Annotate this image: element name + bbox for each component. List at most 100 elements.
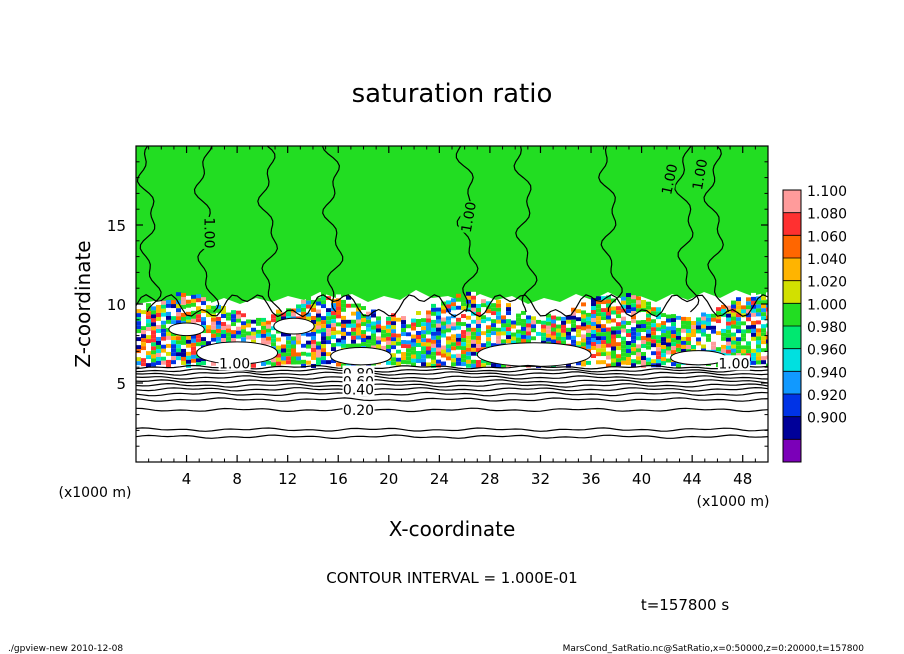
cloud-cell [146,355,151,360]
cloud-cell [706,341,711,346]
cloud-cell [631,295,636,300]
cloud-cell [756,344,761,349]
cloud-cell [351,307,356,312]
cloud-cell [391,349,396,354]
cloud-cell [716,335,721,340]
cloud-cell [476,296,481,301]
cloud-cell [321,328,326,333]
cloud-cell [326,352,331,357]
cloud-cell [741,341,746,346]
cloud-cell [526,319,531,324]
cloud-cell [741,337,746,342]
cloud-cell [731,312,736,317]
cloud-cell [161,348,166,353]
cloud-cell [741,317,746,322]
cloud-cell [321,312,326,317]
cloud-cell [486,361,491,366]
cloud-cell [756,312,761,317]
cloud-cell [231,326,236,331]
cloud-cell [191,310,196,315]
cloud-cell [616,338,621,343]
cloud-cell [316,345,321,350]
cloud-cell [496,323,501,328]
cloud-cell [421,362,426,367]
colorbar-label: 0.940 [807,365,847,381]
cloud-cell [481,331,486,336]
cloud-cell [336,330,341,335]
cloud-cell [726,345,731,350]
cloud-cell [676,347,681,352]
cloud-cell [451,362,456,367]
cloud-cell [171,332,176,337]
cloud-cell [601,360,606,365]
cloud-cell [286,312,291,317]
cloud-cell [736,345,741,350]
cloud-cell [566,363,571,368]
cloud-cell [511,336,516,341]
cloud-cell [416,331,421,336]
cloud-cell [306,312,311,317]
cloud-cell [231,310,236,315]
cloud-cell [756,332,761,337]
cloud-cell [386,332,391,337]
y-tick-label: 5 [116,375,126,393]
cloud-cell [396,353,401,358]
cloud-cell [456,313,461,318]
cloud-cell [541,320,546,325]
cloud-cell [746,305,751,310]
cloud-cell [171,304,176,309]
cloud-cell [326,344,331,349]
cloud-cell [756,300,761,305]
cloud-cell [581,314,586,319]
cloud-cell [426,346,431,351]
cloud-cell [171,300,176,305]
cloud-cell [441,313,446,318]
cloud-cell [651,335,656,340]
cloud-cell [366,331,371,336]
cloud-cell [366,335,371,340]
cloud-cell [601,356,606,361]
cloud-cell [356,339,361,344]
cloud-cell [156,304,161,309]
cloud-cell [136,357,141,362]
cloud-cell [701,316,706,321]
cloud-cell [506,307,511,312]
cloud-cell [456,309,461,314]
cloud-cell [231,314,236,319]
cloud-cell [191,338,196,343]
cloud-cell [281,332,286,337]
cloud-cell [596,344,601,349]
cloud-cell [526,331,531,336]
cloud-cell [451,346,456,351]
cloud-cell [256,321,261,326]
cloud-cell [151,314,156,319]
cloud-cell [721,348,726,353]
cloud-cell [711,317,716,322]
cloud-cell [496,363,501,368]
cloud-cell [611,302,616,307]
cloud-cell [751,344,756,349]
cloud-cell [706,317,711,322]
cloud-cell [326,336,331,341]
cloud-cell [296,352,301,357]
cloud-cell [156,308,161,313]
cloud-cell [141,354,146,359]
cloud-cell [441,341,446,346]
cloud-cell [636,348,641,353]
cloud-cell [301,343,306,348]
cloud-cell [641,344,646,349]
cloud-cell [566,331,571,336]
cloud-cell [181,304,186,309]
cloud-cell [301,363,306,368]
cloud-cell [751,360,756,365]
cloud-cell [346,327,351,332]
cloud-cell [336,342,341,347]
cloud-cell [596,320,601,325]
cloud-cell [576,317,581,322]
cloud-cell [696,337,701,342]
contour-line [136,146,162,313]
cloud-cell [656,327,661,332]
cloud-cell [251,323,256,328]
cloud-cell [136,317,141,322]
cloud-cell [671,342,676,347]
